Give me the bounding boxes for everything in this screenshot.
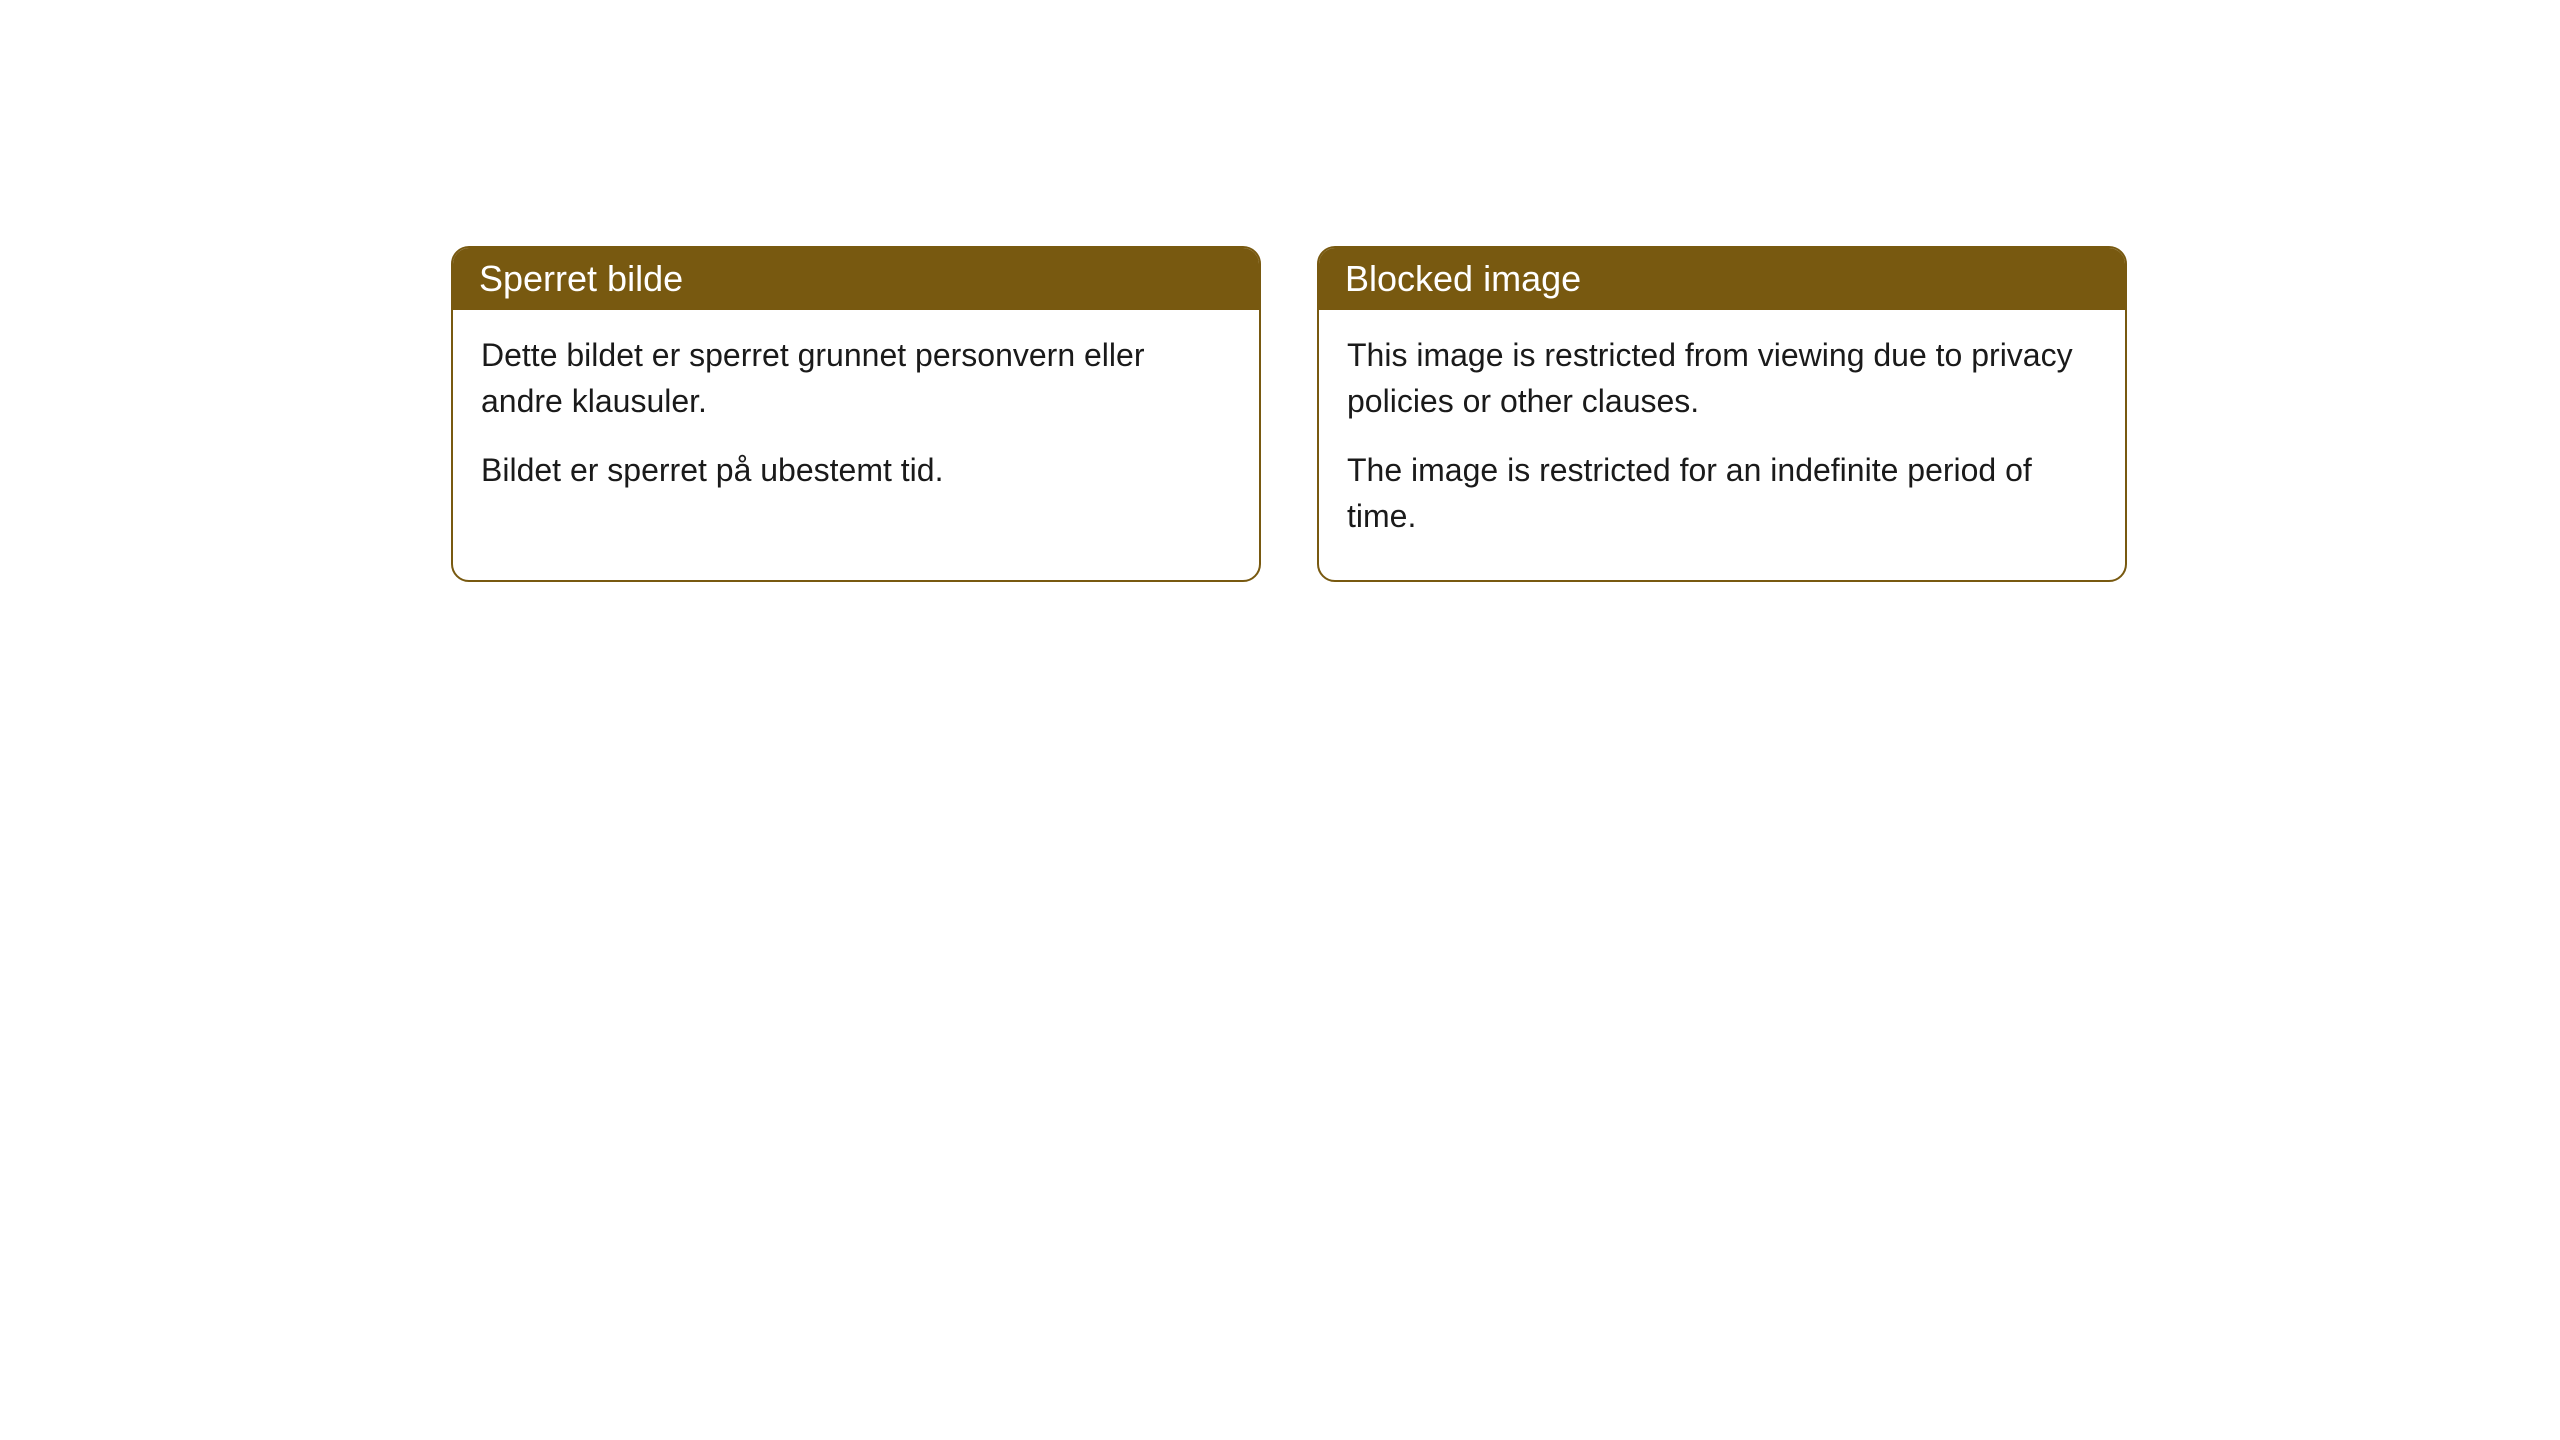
card-paragraph: This image is restricted from viewing du… (1347, 332, 2097, 425)
notice-card-norwegian: Sperret bilde Dette bildet er sperret gr… (451, 246, 1261, 582)
card-header-english: Blocked image (1319, 248, 2125, 310)
card-body-norwegian: Dette bildet er sperret grunnet personve… (453, 310, 1259, 533)
card-paragraph: The image is restricted for an indefinit… (1347, 447, 2097, 540)
card-body-english: This image is restricted from viewing du… (1319, 310, 2125, 580)
card-header-norwegian: Sperret bilde (453, 248, 1259, 310)
card-title: Sperret bilde (479, 258, 683, 299)
card-paragraph: Bildet er sperret på ubestemt tid. (481, 447, 1231, 493)
card-paragraph: Dette bildet er sperret grunnet personve… (481, 332, 1231, 425)
card-title: Blocked image (1345, 258, 1581, 299)
notice-card-english: Blocked image This image is restricted f… (1317, 246, 2127, 582)
notice-cards-container: Sperret bilde Dette bildet er sperret gr… (451, 246, 2127, 582)
